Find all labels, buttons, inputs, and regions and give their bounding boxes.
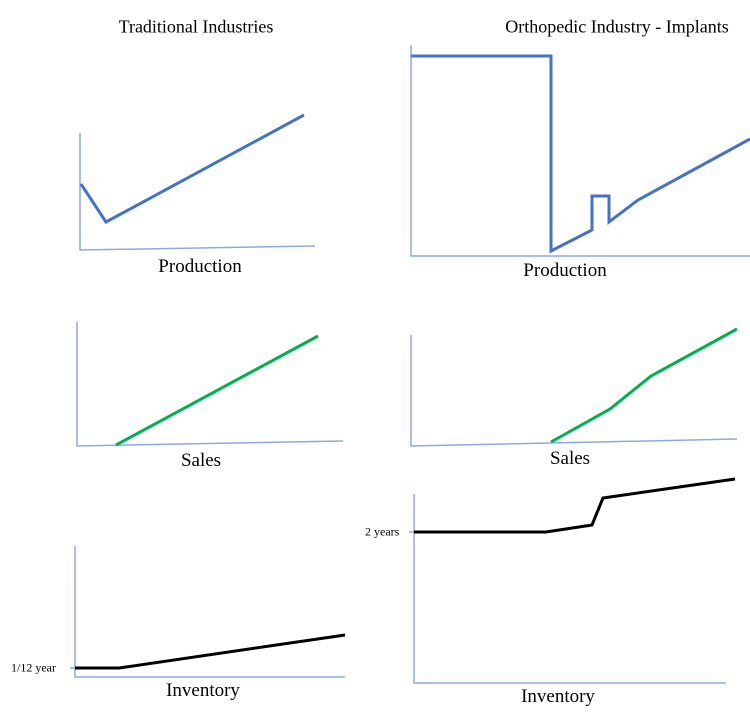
trad-inventory-tick-label: 1/12 year bbox=[11, 660, 56, 675]
trad-sales-axes bbox=[76, 322, 344, 447]
ortho-inventory-tick-label: 2 years bbox=[365, 524, 400, 539]
trad-production-axes bbox=[79, 133, 316, 251]
ortho-inventory-label: Inventory bbox=[521, 686, 595, 707]
title-orthopedic-industry: Orthopedic Industry - Implants bbox=[505, 16, 729, 37]
trad-production-label: Production bbox=[158, 256, 242, 277]
trad-inventory-axes bbox=[74, 546, 345, 678]
ortho-production-line bbox=[411, 54, 750, 254]
ortho-inventory-axes bbox=[413, 494, 726, 684]
ortho-sales-line bbox=[550, 327, 738, 444]
ortho-sales-label: Sales bbox=[549, 448, 591, 469]
trad-inventory-label: Inventory bbox=[166, 680, 240, 701]
trad-sales-line bbox=[115, 334, 319, 447]
trad-sales-label: Sales bbox=[180, 450, 222, 471]
title-traditional-industries: Traditional Industries bbox=[118, 16, 274, 37]
trad-inventory-line bbox=[75, 633, 346, 670]
ortho-production-label: Production bbox=[523, 260, 607, 281]
ortho-production-axes bbox=[410, 45, 750, 257]
ortho-inventory-line bbox=[414, 477, 736, 534]
ortho-sales-axes bbox=[410, 335, 738, 447]
trad-production-line bbox=[79, 113, 305, 224]
